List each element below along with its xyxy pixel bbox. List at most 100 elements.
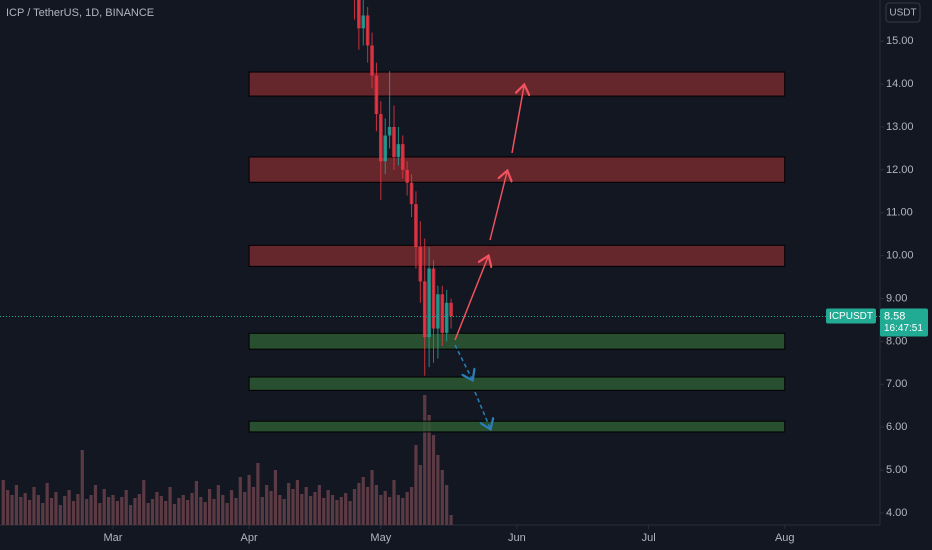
volume-bar	[10, 495, 14, 525]
volume-bar	[159, 496, 163, 525]
candle-body	[374, 75, 379, 115]
zone	[248, 332, 786, 350]
volume-bar	[445, 485, 449, 525]
volume-bar	[370, 470, 374, 525]
volume-bar	[260, 497, 264, 525]
volume-bar	[54, 492, 58, 525]
volume-bar	[313, 492, 317, 525]
volume-bar	[32, 487, 36, 525]
candle-body	[392, 126, 396, 157]
volume-bar	[387, 497, 392, 525]
volume-bar	[440, 470, 444, 525]
zone	[248, 420, 786, 433]
volume-bar	[348, 501, 352, 525]
volume-bar	[308, 496, 313, 525]
volume-bar	[63, 496, 67, 525]
candle-body	[405, 169, 409, 183]
candle-body	[365, 15, 370, 46]
volume-bar	[221, 495, 225, 525]
volume-bar	[352, 489, 357, 525]
y-tick-label: 9.00	[886, 292, 907, 304]
candle-body	[436, 294, 440, 329]
volume-bar	[278, 495, 282, 525]
volume-bar	[374, 485, 379, 525]
volume-bar	[423, 395, 427, 525]
x-tick-label: Apr	[241, 532, 258, 544]
volume-bar	[98, 503, 102, 525]
candle-body	[409, 182, 414, 205]
volume-bar	[89, 495, 93, 525]
volume-bar	[67, 490, 71, 525]
candle-body	[427, 268, 431, 338]
volume-bar	[322, 498, 326, 525]
volume-bar	[317, 485, 321, 525]
volume-bar	[71, 501, 76, 525]
volume-bar	[6, 490, 10, 525]
volume-bar	[93, 485, 98, 525]
candle-body	[387, 126, 392, 136]
volume-bar	[216, 485, 220, 525]
volume-bar	[168, 487, 172, 525]
volume-bar	[265, 485, 269, 525]
volume-bar	[401, 498, 405, 525]
volume-bar	[256, 463, 260, 525]
arrow	[489, 172, 507, 241]
volume-bar	[49, 498, 54, 525]
x-tick-label: Jul	[642, 532, 656, 544]
candle-body	[422, 281, 427, 338]
volume-bar	[396, 495, 400, 525]
volume-bar	[111, 495, 115, 525]
volume-bar	[431, 435, 436, 525]
x-tick-label: May	[370, 532, 391, 544]
volume-bar	[172, 504, 177, 525]
volume-bar	[194, 481, 199, 525]
volume-bar	[199, 497, 203, 525]
volume-bar	[41, 503, 45, 525]
candle-body	[400, 144, 405, 170]
volume-bar	[58, 505, 62, 525]
volume-bar	[19, 497, 23, 525]
candle-body	[431, 268, 436, 329]
volume-bar	[186, 500, 190, 525]
volume-bar	[181, 495, 185, 525]
volume-bar	[229, 490, 234, 525]
volume-bar	[234, 498, 238, 525]
volume-bar	[146, 503, 150, 525]
volume-bar	[203, 502, 207, 525]
price-tag	[880, 308, 928, 337]
volume-bar	[76, 494, 80, 525]
y-tick-label: 15.00	[886, 35, 914, 47]
volume-bar	[295, 480, 300, 525]
candle-body	[414, 204, 418, 248]
volume-bar	[150, 499, 155, 525]
volume-bar	[120, 497, 124, 525]
volume-bar	[225, 503, 229, 525]
candle-body	[449, 302, 453, 317]
countdown-label: 16:47:51	[884, 323, 923, 334]
volume-bar	[282, 499, 286, 525]
arrows	[454, 86, 524, 428]
volume-bar	[85, 499, 89, 525]
volume-bar	[326, 490, 330, 525]
price-label: 8.58	[884, 310, 905, 322]
candle-body	[440, 294, 445, 333]
y-tick-label: 4.00	[886, 507, 907, 519]
currency-box[interactable]	[885, 2, 921, 23]
x-tick-label: Aug	[775, 532, 795, 544]
x-tick-label: Jun	[508, 532, 526, 544]
volume-bar	[287, 483, 291, 525]
arrow	[511, 86, 524, 154]
volume-bar	[418, 465, 422, 525]
x-tick-label: Mar	[104, 532, 123, 544]
volume-bar	[36, 495, 40, 525]
volume-bar	[133, 498, 137, 525]
zone	[248, 244, 786, 267]
volume-bar	[23, 493, 27, 525]
volume-bar	[392, 480, 396, 525]
volume-bar	[251, 487, 256, 525]
volume-bar	[383, 491, 387, 525]
volume-bar	[269, 491, 273, 525]
arrow	[454, 344, 472, 379]
volume-bar	[344, 493, 348, 525]
